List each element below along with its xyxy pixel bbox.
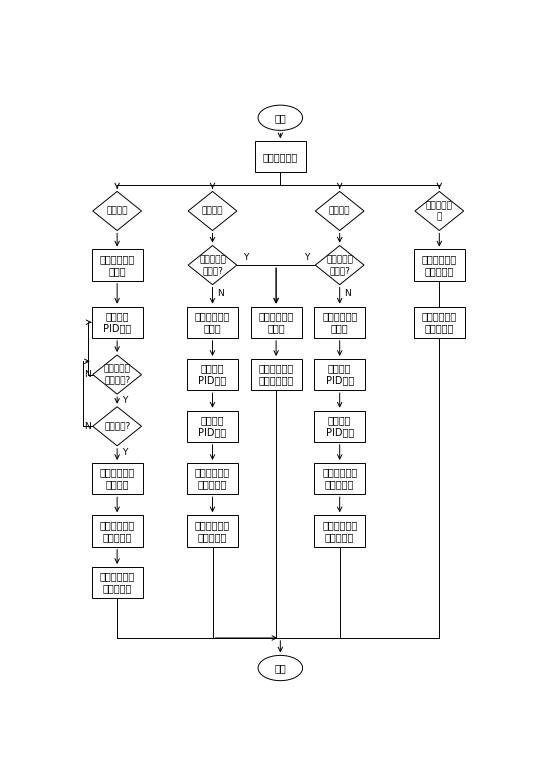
FancyBboxPatch shape — [187, 359, 238, 390]
Text: 禁止俯仰、方
位电机启动: 禁止俯仰、方 位电机启动 — [422, 254, 457, 276]
Text: 判断运动指令: 判断运动指令 — [263, 152, 298, 162]
Text: 俯仰、方位电
机驱动输出: 俯仰、方位电 机驱动输出 — [195, 520, 230, 542]
Polygon shape — [188, 245, 237, 284]
Polygon shape — [93, 191, 142, 230]
Polygon shape — [93, 407, 142, 446]
Text: 方位电机
PID计算: 方位电机 PID计算 — [199, 415, 226, 437]
FancyBboxPatch shape — [414, 307, 465, 338]
Text: 方位电机
PID计算: 方位电机 PID计算 — [325, 415, 354, 437]
Text: 俯仰电机
PID计算: 俯仰电机 PID计算 — [103, 312, 131, 333]
Text: 俯仰、方位电
机驱动输出: 俯仰、方位电 机驱动输出 — [322, 520, 357, 542]
FancyBboxPatch shape — [315, 515, 365, 547]
Text: N: N — [84, 422, 91, 431]
FancyBboxPatch shape — [92, 567, 143, 598]
Polygon shape — [415, 191, 464, 230]
Text: Y: Y — [304, 253, 310, 262]
FancyBboxPatch shape — [251, 359, 301, 390]
Text: 陀螺启动: 陀螺启动 — [202, 206, 223, 216]
FancyBboxPatch shape — [92, 515, 143, 547]
Text: 使能俯仰、方
位电机: 使能俯仰、方 位电机 — [322, 312, 357, 333]
Text: 俯仰电机
PID计算: 俯仰电机 PID计算 — [325, 364, 354, 386]
Polygon shape — [315, 191, 364, 230]
Ellipse shape — [258, 655, 302, 681]
Text: 置位寻找磁北
完毕标志: 置位寻找磁北 完毕标志 — [100, 468, 135, 490]
FancyBboxPatch shape — [315, 359, 365, 390]
Text: 俯仰、方位电
机输出限幅: 俯仰、方位电 机输出限幅 — [322, 468, 357, 490]
FancyBboxPatch shape — [92, 307, 143, 338]
Polygon shape — [315, 245, 364, 284]
Text: 禁止俯仰、方
位电机启动: 禁止俯仰、方 位电机启动 — [422, 312, 457, 333]
FancyBboxPatch shape — [315, 463, 365, 494]
Polygon shape — [188, 191, 237, 230]
Text: Y: Y — [122, 396, 127, 405]
Text: N: N — [344, 289, 351, 298]
Text: 俯仰、方位电
机输出限幅: 俯仰、方位电 机输出限幅 — [100, 520, 135, 542]
Text: N: N — [84, 370, 91, 379]
FancyBboxPatch shape — [187, 515, 238, 547]
Text: N: N — [217, 289, 224, 298]
Text: 使能俯仰、方
位电机: 使能俯仰、方 位电机 — [100, 254, 135, 276]
Text: 寻找磁北: 寻找磁北 — [106, 206, 128, 216]
FancyBboxPatch shape — [315, 411, 365, 442]
FancyBboxPatch shape — [315, 307, 365, 338]
Text: 使能俯仰、方
位电机: 使能俯仰、方 位电机 — [195, 312, 230, 333]
Text: 俯仰、方位电
机驱动输出: 俯仰、方位电 机驱动输出 — [100, 572, 135, 594]
Text: 置位陀螺仪工
作不正常标志: 置位陀螺仪工 作不正常标志 — [259, 364, 294, 386]
Text: 结束: 结束 — [275, 663, 286, 673]
Text: 找到磁北?: 找到磁北? — [104, 422, 130, 431]
Text: Y: Y — [243, 253, 248, 262]
FancyBboxPatch shape — [187, 411, 238, 442]
Text: 关闭伺服电
机: 关闭伺服电 机 — [426, 201, 453, 221]
Text: 禁能俯仰、方
位电机: 禁能俯仰、方 位电机 — [259, 312, 294, 333]
FancyBboxPatch shape — [92, 249, 143, 280]
FancyBboxPatch shape — [187, 307, 238, 338]
FancyBboxPatch shape — [92, 463, 143, 494]
Text: 俯仰电机
PID计算: 俯仰电机 PID计算 — [199, 364, 226, 386]
Text: 正常运行: 正常运行 — [329, 206, 351, 216]
Text: 陀螺仪工作
不正常?: 陀螺仪工作 不正常? — [199, 255, 226, 275]
FancyBboxPatch shape — [187, 463, 238, 494]
FancyBboxPatch shape — [251, 307, 301, 338]
Text: 方位环旋转
一圈完毕?: 方位环旋转 一圈完毕? — [104, 365, 131, 384]
Text: 陀螺仪工作
不正常?: 陀螺仪工作 不正常? — [326, 255, 353, 275]
FancyBboxPatch shape — [414, 249, 465, 280]
FancyBboxPatch shape — [255, 141, 306, 173]
Text: Y: Y — [122, 448, 127, 457]
Text: 俯仰、方位电
机输出限幅: 俯仰、方位电 机输出限幅 — [195, 468, 230, 490]
Polygon shape — [93, 355, 142, 394]
Ellipse shape — [258, 105, 302, 130]
Text: 开始: 开始 — [275, 112, 286, 123]
